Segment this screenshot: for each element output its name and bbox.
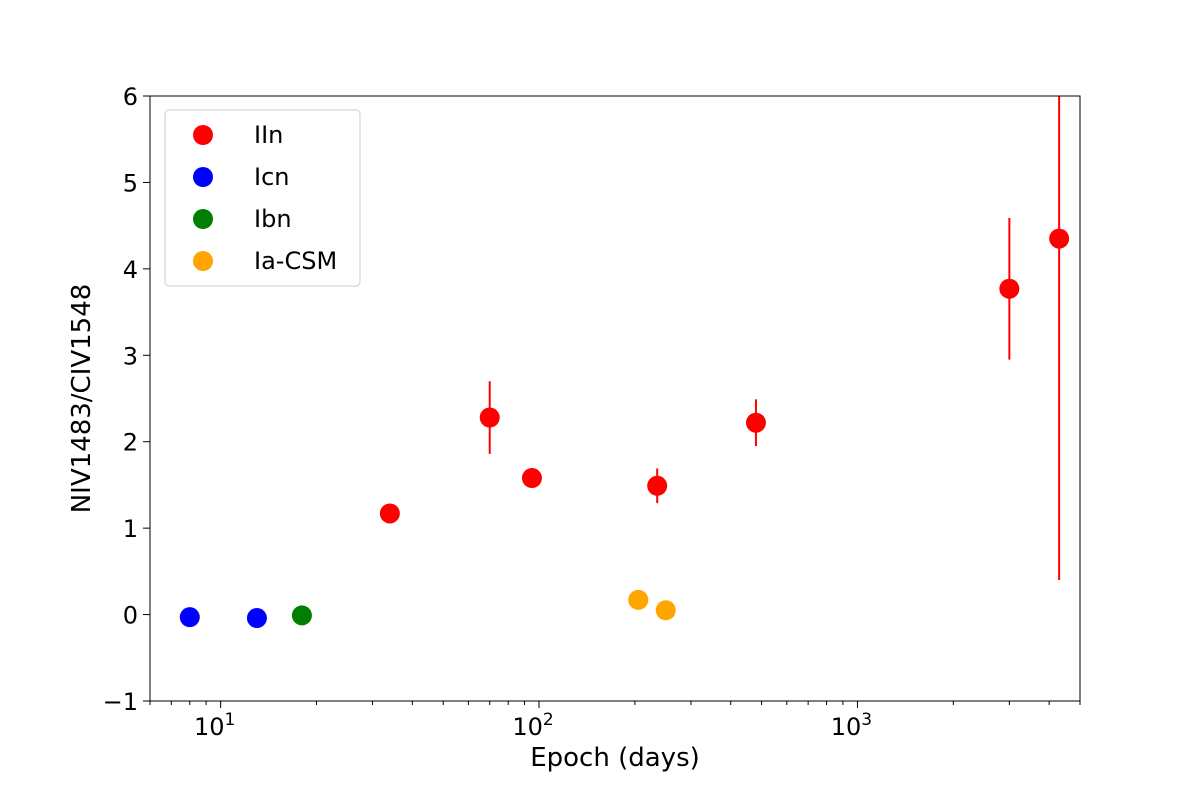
data-point <box>379 503 400 524</box>
legend: IIn Icn Ibn Ia-CSM <box>164 109 361 287</box>
data-point <box>479 407 500 428</box>
data-point <box>246 608 267 629</box>
data-point <box>179 607 200 628</box>
legend-label: IIn <box>254 121 283 149</box>
y-tick-label: 1 <box>123 515 138 543</box>
legend-marker <box>193 251 213 271</box>
y-tick-label: −1 <box>103 688 138 716</box>
data-point <box>628 589 649 610</box>
y-axis-label: NIV1483/CIV1548 <box>67 284 97 514</box>
legend-marker <box>193 209 213 229</box>
data-point <box>655 600 676 621</box>
y-tick-label: 5 <box>123 169 138 197</box>
data-point <box>291 605 312 626</box>
legend-label: Icn <box>254 163 289 191</box>
legend-marker <box>193 167 213 187</box>
data-point <box>647 475 668 496</box>
plot-frame <box>149 95 1081 702</box>
y-tick-label: 4 <box>123 256 138 284</box>
legend-label: Ibn <box>254 205 292 233</box>
data-point <box>521 468 542 489</box>
legend-label: Ia-CSM <box>254 247 337 275</box>
x-tick-label: 103 <box>831 710 872 741</box>
legend-marker <box>193 125 213 145</box>
y-tick-label: 6 <box>123 83 138 111</box>
x-axis-label: Epoch (days) <box>530 743 700 773</box>
legend-box <box>164 109 361 287</box>
axis-ticks: −1 0 1 2 3 4 5 6 101 102 103 <box>103 83 1081 741</box>
data-point <box>1049 228 1070 249</box>
x-tick-label: 102 <box>512 710 553 741</box>
y-tick-label: 3 <box>123 342 138 370</box>
y-tick-label: 0 <box>123 602 138 630</box>
data-point <box>999 278 1020 299</box>
y-tick-label: 2 <box>123 429 138 457</box>
x-tick-label: 101 <box>194 710 235 741</box>
data-point <box>745 412 766 433</box>
plot-marks <box>179 96 1070 629</box>
